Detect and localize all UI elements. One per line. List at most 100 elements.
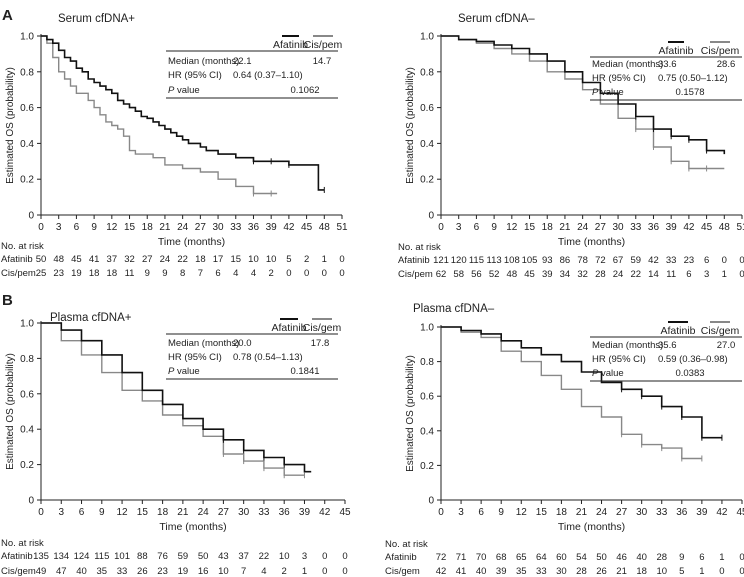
at-risk-value: 47	[56, 566, 67, 577]
x-tick-label: 39	[696, 507, 708, 518]
at-risk-value: 10	[279, 551, 290, 562]
y-tick-label: 0.8	[420, 67, 434, 78]
legend-comparator: Cis/gem	[701, 325, 740, 337]
at-risk-value: 46	[616, 552, 627, 563]
at-risk-value: 18	[636, 566, 647, 577]
legend-treatment: Afatinib	[273, 39, 308, 51]
x-tick-label: 39	[299, 507, 311, 518]
at-risk-value: 11	[666, 269, 676, 280]
at-risk-value: 6	[686, 269, 691, 280]
stats-label: Median (months)	[168, 56, 239, 67]
x-tick-label: 9	[498, 507, 504, 518]
at-risk-value: 35	[97, 566, 108, 577]
y-axis-label: Estimated OS (probability)	[5, 67, 16, 184]
x-tick-label: 30	[238, 507, 250, 518]
at-risk-value: 28	[595, 269, 606, 280]
km-curve-afatinib	[41, 35, 325, 191]
at-risk-value: 0	[322, 551, 327, 562]
at-risk-header: No. at risk	[385, 539, 428, 550]
y-tick-label: 0.2	[420, 175, 434, 186]
x-tick-label: 24	[177, 222, 189, 233]
at-risk-value: 43	[218, 551, 229, 562]
at-risk-value: 124	[74, 551, 90, 562]
km-curve-cis-gem	[441, 326, 702, 460]
y-tick-label: 0.2	[20, 175, 34, 186]
x-axis-label: Time (months)	[558, 236, 625, 248]
at-risk-value: 42	[648, 255, 659, 266]
y-tick-label: 0	[28, 211, 34, 222]
x-tick-label: 39	[666, 222, 678, 233]
at-risk-row-label: Afatinib	[1, 254, 33, 265]
at-risk-value: 35	[516, 566, 527, 577]
x-tick-label: 18	[542, 222, 554, 233]
x-tick-label: 36	[676, 507, 688, 518]
at-risk-value: 115	[469, 255, 484, 266]
at-risk-value: 10	[218, 566, 229, 577]
x-tick-label: 27	[195, 222, 207, 233]
x-axis-label: Time (months)	[558, 521, 625, 533]
at-risk-value: 1	[322, 254, 327, 265]
at-risk-row-label: Afatinib	[1, 551, 33, 562]
at-risk-row-label: Cis/pem	[398, 269, 433, 280]
stats-hr-value: 0.64 (0.37–1.10)	[233, 70, 303, 81]
km-curve-afatinib	[441, 326, 722, 439]
at-risk-value: 23	[157, 566, 168, 577]
panel-title: Plasma cfDNA+	[50, 312, 132, 324]
at-risk-value: 50	[198, 551, 209, 562]
y-tick-label: 1.0	[420, 323, 434, 334]
x-tick-label: 12	[106, 222, 118, 233]
at-risk-value: 42	[436, 566, 447, 577]
at-risk-header: No. at risk	[398, 242, 441, 253]
y-tick-label: 0.8	[20, 354, 34, 365]
km-curve-afatinib	[441, 35, 726, 155]
x-tick-label: 24	[198, 507, 210, 518]
at-risk-value: 2	[269, 268, 274, 279]
y-tick-label: 0.6	[420, 392, 434, 403]
at-risk-value: 6	[704, 255, 709, 266]
y-tick-label: 1.0	[20, 32, 34, 43]
y-tick-label: 1.0	[420, 32, 434, 43]
at-risk-value: 101	[114, 551, 130, 562]
x-tick-label: 6	[74, 222, 80, 233]
at-risk-value: 108	[504, 255, 520, 266]
at-risk-value: 6	[215, 268, 220, 279]
x-tick-label: 0	[38, 507, 44, 518]
at-risk-value: 113	[487, 255, 502, 266]
x-tick-label: 30	[212, 222, 224, 233]
x-tick-label: 15	[536, 507, 548, 518]
at-risk-value: 22	[259, 551, 270, 562]
x-tick-label: 30	[636, 507, 648, 518]
stats-median-comparator: 17.8	[311, 338, 330, 349]
at-risk-value: 120	[451, 255, 467, 266]
stats-median-treatment: 33.6	[658, 59, 677, 70]
at-risk-value: 28	[576, 566, 587, 577]
at-risk-value: 41	[89, 254, 100, 265]
at-risk-row-label: Cis/gem	[385, 566, 420, 577]
x-tick-label: 3	[58, 507, 64, 518]
at-risk-value: 135	[33, 551, 49, 562]
at-risk-value: 30	[556, 566, 567, 577]
at-risk-value: 11	[125, 268, 135, 279]
at-risk-value: 45	[524, 269, 535, 280]
at-risk-value: 78	[577, 255, 588, 266]
at-risk-row-label: Cis/gem	[1, 566, 36, 577]
at-risk-value: 115	[94, 551, 109, 562]
at-risk-value: 6	[699, 552, 704, 563]
at-risk-value: 26	[137, 566, 148, 577]
km-curve-cis-gem	[41, 322, 305, 476]
at-risk-value: 121	[433, 255, 449, 266]
at-risk-value: 9	[162, 268, 167, 279]
at-risk-value: 33	[666, 255, 677, 266]
at-risk-value: 21	[616, 566, 627, 577]
at-risk-value: 4	[233, 268, 238, 279]
y-tick-label: 1.0	[20, 319, 34, 330]
at-risk-value: 58	[453, 269, 464, 280]
at-risk-value: 22	[630, 269, 641, 280]
x-tick-label: 33	[258, 507, 270, 518]
at-risk-value: 2	[282, 566, 287, 577]
y-tick-label: 0	[428, 496, 434, 507]
at-risk-value: 0	[342, 566, 347, 577]
legend-comparator: Cis/gem	[303, 322, 342, 334]
at-risk-value: 56	[471, 269, 482, 280]
